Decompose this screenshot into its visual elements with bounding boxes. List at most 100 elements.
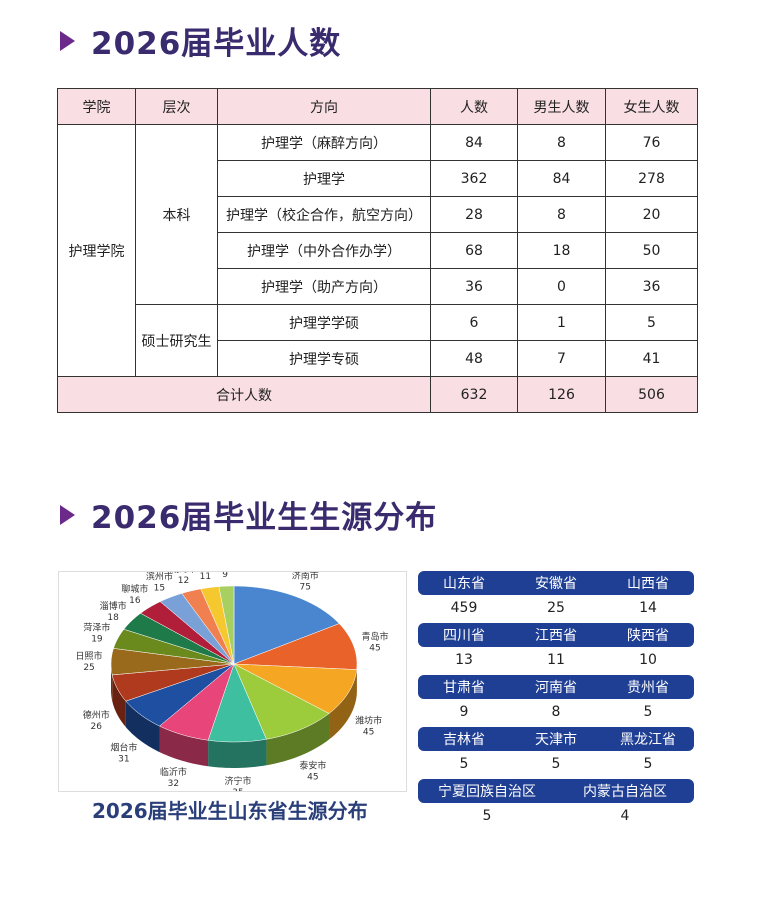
- province-value: 11: [547, 652, 565, 668]
- province-name: 四川省: [443, 628, 485, 644]
- triangle-icon: [60, 504, 75, 525]
- province-name: 宁夏回族自治区: [438, 784, 536, 800]
- pie-label-value: 45: [363, 728, 374, 738]
- table-row: 护理学（校企合作，航空方向） 28 8 20: [58, 196, 698, 233]
- province-values: 459 25 14: [418, 595, 694, 621]
- pie-label-name: 威海市: [170, 572, 197, 575]
- header-cell: 女生人数: [605, 88, 698, 125]
- province-value: 14: [639, 600, 657, 616]
- female-cell: 20: [605, 196, 698, 233]
- province-name-bar: 宁夏回族自治区 内蒙古自治区: [418, 779, 694, 803]
- province-name: 安徽省: [535, 576, 577, 592]
- direction-cell: 护理学（助产方向）: [217, 268, 431, 305]
- province-name: 天津市: [535, 732, 577, 748]
- female-cell: 41: [605, 340, 698, 377]
- pie-label-name: 烟台市: [110, 741, 137, 753]
- pie-chart: 济南市75青岛市45潍坊市45泰安市45济宁市35临沂市32烟台市31德州市26…: [58, 557, 407, 798]
- pie-label-value: 9: [222, 572, 228, 580]
- pie-slice-side: [266, 713, 330, 766]
- header-cell: 层次: [135, 88, 218, 125]
- pie-slice-side: [125, 701, 160, 753]
- direction-cell: 护理学（麻醉方向）: [217, 124, 431, 161]
- table-row: 护理学专硕 48 7 41: [58, 340, 698, 377]
- female-cell: 5: [605, 304, 698, 341]
- pie-slice-side: [159, 726, 209, 767]
- pie-label-value: 12: [178, 576, 189, 586]
- pie-slice-日照市: [110, 648, 235, 676]
- pie-slice-side: [111, 664, 113, 701]
- province-value: 459: [450, 600, 478, 616]
- pie-label-name: 聊城市: [121, 583, 148, 595]
- province-value: 8: [551, 704, 561, 720]
- province-value: 5: [482, 808, 492, 824]
- pie-slice-烟台市: [125, 663, 235, 727]
- pie-label-value: 32: [168, 779, 179, 789]
- section-title-origin: 2026届毕业生生源分布: [60, 492, 437, 537]
- total-cell: 6: [430, 304, 518, 341]
- province-name: 贵州省: [627, 680, 669, 696]
- table-row: 护理学 362 84 278: [58, 160, 698, 197]
- province-value: 9: [459, 704, 469, 720]
- pie-slice-滨州市: [159, 593, 235, 665]
- chart-title: 2026届毕业生山东省生源分布: [92, 799, 368, 823]
- province-group: 山东省 安徽省 山西省 459 25 14: [418, 571, 694, 621]
- table-row: 硕士研究生 护理学学硕 6 1 5: [58, 304, 698, 377]
- total-cell: 48: [430, 340, 518, 377]
- province-value: 5: [459, 756, 469, 772]
- pie-label-value: 31: [118, 754, 129, 764]
- pie-slice-济南市: [233, 585, 340, 665]
- total-cell: 362: [430, 160, 518, 197]
- pie-label-name: 泰安市: [299, 760, 326, 772]
- male-cell: 18: [517, 232, 606, 269]
- pie-label-name: 济南市: [292, 572, 319, 581]
- pie-label-name: 淄博市: [100, 600, 127, 612]
- province-value: 5: [643, 704, 653, 720]
- province-name: 河南省: [535, 680, 577, 696]
- province-name: 内蒙古自治区: [583, 784, 667, 800]
- header-cell: 学院: [57, 88, 136, 125]
- pie-label-value: 11: [200, 572, 211, 582]
- pie-slice-潍坊市: [233, 663, 357, 714]
- direction-cell: 护理学专硕: [217, 340, 431, 377]
- province-name-bar: 吉林省 天津市 黑龙江省: [418, 727, 694, 751]
- header-cell: 人数: [430, 88, 518, 125]
- province-group: 宁夏回族自治区 内蒙古自治区 5 4: [418, 779, 694, 829]
- pie-slice-济宁市: [207, 663, 267, 743]
- province-name: 陕西省: [627, 628, 669, 644]
- pie-label-name: 潍坊市: [355, 715, 382, 727]
- province-name: 吉林省: [443, 732, 485, 748]
- pie-label-name: 德州市: [83, 709, 110, 721]
- pie-label-value: 75: [299, 582, 310, 592]
- province-group: 四川省 江西省 陕西省 13 11 10: [418, 623, 694, 673]
- province-value: 10: [639, 652, 657, 668]
- pie-label-value: 26: [91, 722, 103, 732]
- pie-label-value: 45: [369, 644, 380, 654]
- pie-label-value: 15: [154, 584, 165, 594]
- province-value: 5: [551, 756, 561, 772]
- province-name-bar: 山东省 安徽省 山西省: [418, 571, 694, 595]
- pie-slice-side: [329, 669, 357, 740]
- pie-slice-德州市: [111, 663, 235, 702]
- section-title-text: 2026届毕业人数: [91, 26, 342, 62]
- province-group: 吉林省 天津市 黑龙江省 5 5 5: [418, 727, 694, 777]
- male-cell: 8: [517, 124, 606, 161]
- female-cell: 76: [605, 124, 698, 161]
- male-cell: 8: [517, 196, 606, 233]
- pie-label-name: 青岛市: [361, 631, 388, 643]
- triangle-icon: [60, 30, 75, 51]
- pie-label-name: 滨州市: [146, 572, 173, 583]
- direction-cell: 护理学（校企合作，航空方向）: [217, 196, 431, 233]
- table-row: 护理学院 本科 护理学（麻醉方向） 84 8 76: [57, 124, 698, 377]
- province-values: 5 5 5: [418, 751, 694, 777]
- pie-slice-枣庄市: [218, 585, 235, 665]
- pie-label-value: 16: [129, 596, 141, 606]
- pie-slice-临沂市: [159, 663, 235, 741]
- pie-slice-青岛市: [233, 623, 358, 670]
- pie-label-name: 济宁市: [224, 775, 251, 787]
- graduates-table: 学院 层次 方向 人数 男生人数 女生人数 护理学院 本科 护理学（麻醉方向） …: [57, 88, 698, 413]
- male-cell: 1: [517, 304, 606, 341]
- province-name-bar: 甘肃省 河南省 贵州省: [418, 675, 694, 699]
- total-cell: 28: [430, 196, 518, 233]
- female-cell: 36: [605, 268, 698, 305]
